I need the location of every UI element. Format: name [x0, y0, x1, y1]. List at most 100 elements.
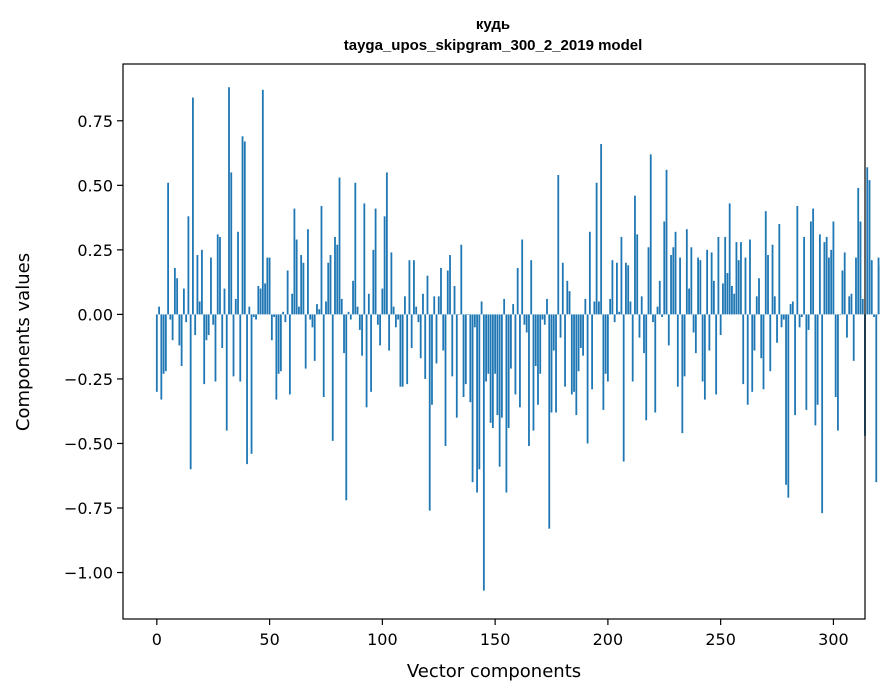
bar [451, 314, 454, 377]
bar [397, 314, 400, 320]
bar [270, 314, 273, 341]
bar [685, 229, 688, 315]
bar [557, 175, 560, 315]
bar [877, 257, 880, 315]
bar [406, 314, 409, 385]
bar [167, 182, 169, 315]
bar [539, 314, 542, 374]
bar [415, 306, 418, 315]
bar [464, 314, 467, 385]
bar [559, 314, 562, 338]
bar [683, 314, 686, 377]
bar [489, 314, 492, 423]
bar [261, 89, 264, 315]
chart-subtitle: tayga_upos_skipgram_300_2_2019 model [344, 37, 643, 54]
bar [266, 257, 269, 315]
bar [169, 314, 172, 320]
bar [257, 286, 260, 315]
bar [823, 242, 826, 315]
bar [234, 298, 237, 315]
bar [212, 314, 215, 325]
bar [500, 314, 503, 418]
bar [800, 314, 803, 317]
chart-title: кудь [476, 16, 510, 33]
bar [586, 314, 589, 444]
bar [417, 314, 420, 323]
bar [349, 314, 352, 320]
x-tick-label: 100 [367, 630, 398, 649]
bar [385, 172, 388, 315]
bar [737, 260, 740, 315]
bar [712, 280, 715, 315]
bar [523, 314, 526, 325]
bar [275, 314, 278, 400]
bar [307, 229, 309, 315]
bar [264, 283, 266, 315]
bar [778, 224, 781, 315]
bar [812, 208, 815, 315]
bar [437, 296, 440, 315]
bar [155, 314, 158, 392]
bar [839, 314, 842, 315]
bar [494, 314, 497, 374]
bar [764, 211, 767, 315]
bar [467, 314, 469, 315]
bar [667, 314, 670, 346]
bar [219, 236, 221, 315]
x-tick-label: 150 [480, 630, 511, 649]
bar [354, 182, 357, 315]
bar [843, 252, 846, 315]
bar [259, 288, 262, 315]
bar [796, 205, 799, 315]
bar [203, 314, 206, 385]
y-tick-label: 0.50 [77, 176, 113, 195]
bar [510, 314, 512, 369]
bar [724, 236, 727, 315]
bar [665, 169, 668, 315]
bar [866, 167, 869, 315]
bar [189, 314, 192, 470]
bar [516, 267, 519, 315]
bar [210, 257, 212, 315]
bar [636, 234, 639, 315]
bar [426, 275, 429, 315]
bar [449, 255, 451, 315]
bar [295, 239, 298, 315]
y-tick-label: 0.00 [77, 305, 113, 324]
bar [293, 208, 296, 315]
bar [604, 314, 607, 374]
bar [311, 314, 314, 328]
bar [679, 257, 681, 315]
bar [870, 260, 873, 315]
bar [771, 244, 774, 315]
bar [740, 242, 742, 315]
bar [507, 314, 510, 428]
bar [728, 203, 731, 315]
bar [597, 301, 600, 315]
bar [471, 314, 474, 483]
y-axis-label: Components values [13, 253, 34, 431]
bar [347, 311, 350, 315]
bar [352, 280, 354, 315]
bar [455, 314, 458, 418]
bar [171, 314, 174, 341]
bar [239, 314, 242, 382]
bar [579, 314, 582, 348]
bar [767, 255, 769, 315]
bar [304, 314, 307, 369]
bar [546, 298, 548, 315]
bar [442, 314, 445, 351]
bar [584, 298, 587, 315]
bar [846, 314, 848, 338]
bar [325, 301, 327, 315]
bar [814, 314, 817, 426]
bar [859, 221, 862, 315]
bar [791, 301, 794, 315]
bar [706, 249, 709, 315]
bar [688, 288, 690, 315]
bar [343, 314, 345, 354]
bar [555, 314, 557, 413]
bar [512, 304, 515, 315]
bar [616, 262, 618, 315]
bar [318, 309, 321, 315]
